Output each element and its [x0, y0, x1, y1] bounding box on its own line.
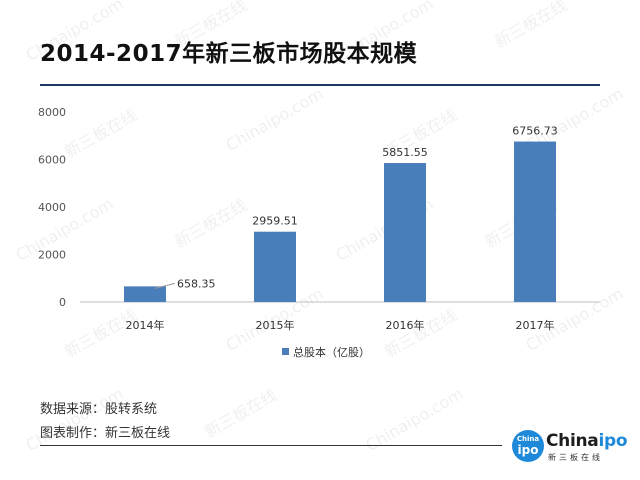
- x-tick-label-1: 2015年: [256, 318, 295, 332]
- footer-divider: [40, 445, 502, 446]
- data-label-1: 2959.51: [252, 215, 298, 228]
- logo-subtitle: 新三板在线: [548, 453, 603, 462]
- data-label-3: 6756.73: [512, 125, 558, 138]
- x-tick-label-0: 2014年: [126, 318, 165, 332]
- data-label-leader-0: [154, 282, 176, 289]
- y-tick-label-4: 8000: [38, 106, 66, 119]
- logo-wordmark: Chinaipo: [546, 431, 628, 451]
- y-axis: 0 2000 4000 6000 8000: [38, 106, 66, 309]
- data-labels-group: 658.35 2959.51 5851.55 6756.73: [154, 125, 558, 290]
- y-tick-label-3: 6000: [38, 154, 66, 167]
- data-source-note: 数据来源：股转系统: [40, 402, 158, 417]
- logo-word-main: China: [546, 431, 599, 451]
- data-label-2: 5851.55: [382, 146, 428, 159]
- page-title: 2014-2017年新三板市场股本规模: [40, 41, 418, 67]
- y-tick-label-2: 4000: [38, 201, 66, 214]
- chinaipo-logo: China ipo Chinaipo 新三板在线: [512, 430, 628, 466]
- data-label-0: 658.35: [177, 277, 216, 290]
- chart-maker-note: 图表制作：新三板在线: [40, 426, 171, 441]
- x-axis: 2014年 2015年 2016年 2017年: [126, 318, 555, 332]
- y-tick-label-1: 2000: [38, 249, 66, 262]
- logo-badge-bottom: ipo: [517, 443, 539, 457]
- logo-badge: China ipo: [512, 430, 544, 462]
- x-tick-label-3: 2017年: [516, 318, 555, 332]
- bar-2: [384, 163, 426, 302]
- x-tick-label-2: 2016年: [386, 318, 425, 332]
- legend-label: 总股本（亿股）: [293, 345, 370, 359]
- title-divider: [40, 84, 600, 86]
- bar-0: [124, 286, 166, 302]
- bars-group: [124, 141, 556, 302]
- legend-swatch: [282, 348, 289, 355]
- bar-1: [254, 231, 296, 302]
- legend: 总股本（亿股）: [282, 345, 370, 359]
- logo-badge-top: China: [516, 435, 540, 443]
- logo-word-accent: ipo: [598, 431, 628, 451]
- y-tick-label-0: 0: [59, 296, 66, 309]
- bar-3: [514, 141, 556, 302]
